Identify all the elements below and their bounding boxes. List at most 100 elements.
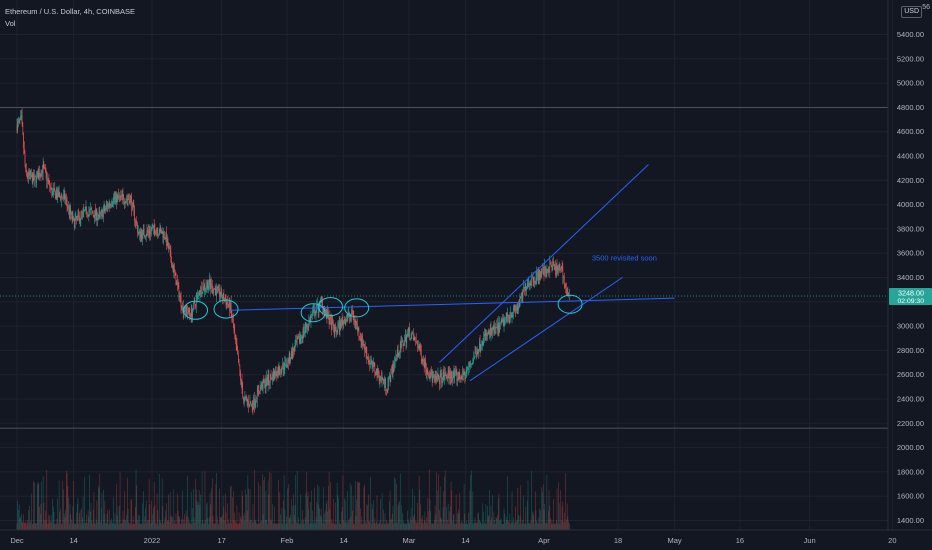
candle-body [249, 401, 251, 407]
candle-body [533, 281, 535, 284]
volume-bar [442, 507, 444, 530]
volume-bar [34, 523, 36, 530]
volume-bar [205, 519, 207, 530]
candle-body [95, 209, 97, 216]
time-axis[interactable]: Dec 14 2022 17 Feb 14 Mar 14 Apr 18 May 16 Jun 20 [0, 529, 932, 545]
candle-body [313, 309, 315, 311]
symbol-title[interactable]: Ethereum / U.S. Dollar, 4h, COINBASE [5, 7, 136, 16]
volume-bar [242, 496, 244, 530]
candle-body [196, 295, 198, 299]
candle-body [351, 309, 352, 316]
volume-bar [91, 520, 93, 530]
volume-bar [328, 485, 329, 530]
current-price-label: 3248.00 [898, 288, 924, 297]
volume-bar [508, 522, 510, 530]
price-tick-label: 5400.00 [897, 30, 924, 39]
volume-bar [391, 518, 392, 530]
volume-bar [332, 522, 334, 530]
volume-bar [518, 514, 519, 530]
volume-bar [248, 521, 250, 530]
volume-bar [449, 511, 450, 530]
candle-body [262, 379, 264, 390]
candle-body [172, 265, 174, 272]
volume-bar [167, 520, 169, 530]
volume-bar [98, 488, 100, 530]
candle-body [478, 349, 479, 354]
volume-bar [410, 507, 412, 530]
candle-body [513, 305, 515, 308]
candle-body [167, 239, 169, 248]
volume-bar [333, 523, 335, 530]
candle-body [237, 350, 238, 355]
volume-bar [379, 520, 381, 530]
candle-body [541, 269, 543, 278]
volume-bar [538, 517, 540, 530]
candle-body [400, 343, 402, 348]
volume-bar [542, 484, 544, 530]
volume-bar [390, 520, 392, 530]
candle-body [497, 324, 498, 330]
volume-bar [245, 489, 246, 530]
candle-body [290, 358, 291, 362]
candle-body [158, 234, 159, 236]
volume-bar [23, 522, 25, 530]
volume-bar [254, 470, 255, 530]
candle-body [340, 321, 342, 329]
volume-bar [465, 520, 467, 530]
candle-body [423, 359, 425, 368]
candle-body [307, 326, 308, 328]
volume-bar [472, 491, 474, 530]
candle-body [193, 302, 195, 303]
candle-body [100, 210, 102, 214]
volume-bar [556, 488, 558, 530]
candle-body [20, 115, 21, 120]
candle-body [27, 176, 29, 178]
volume-bar [547, 523, 548, 530]
volume-bar [494, 520, 495, 530]
volume-bar [21, 513, 22, 530]
volume-bar [160, 522, 162, 530]
candle-body [376, 369, 378, 377]
volume-bar [404, 523, 405, 530]
candle-body [26, 169, 27, 173]
candle-body [34, 176, 36, 177]
currency-badge[interactable]: USD [901, 6, 922, 18]
price-tick-label: 5000.00 [897, 79, 924, 88]
candle-body [487, 331, 489, 334]
candle-body [517, 306, 519, 311]
candle-body [366, 353, 368, 359]
volume-bar [407, 510, 408, 530]
candle-body [82, 211, 83, 214]
volume-indicator-label[interactable]: Vol [5, 19, 16, 28]
volume-bar [333, 498, 334, 530]
volume-bar [343, 520, 344, 530]
candle-body [393, 366, 395, 368]
candle-body [457, 378, 458, 381]
volume-bar [194, 522, 196, 530]
volume-bar [360, 508, 361, 530]
volume-bar [431, 523, 433, 530]
candle-body [148, 231, 150, 233]
candle-body [148, 231, 149, 232]
candle-body [382, 378, 384, 380]
volume-bar [373, 522, 375, 530]
candle-body [495, 327, 497, 328]
volume-bar [193, 517, 195, 530]
candle-body [444, 373, 446, 375]
candle-body [310, 316, 312, 323]
volume-bar [236, 505, 238, 530]
candle-body [21, 114, 22, 116]
candle-body [345, 319, 347, 325]
volume-bar [378, 523, 380, 530]
volume-bar [92, 509, 94, 530]
volume-bar [416, 521, 418, 530]
volume-bar [339, 523, 341, 530]
candle-body [164, 231, 165, 238]
price-axis[interactable]: 5400.005200.005000.004800.004600.004400.… [887, 0, 932, 530]
volume-bar [41, 481, 42, 530]
volume-bar [542, 492, 543, 530]
candle-body [223, 293, 225, 302]
volume-bar [365, 523, 367, 530]
candle-body [254, 402, 256, 406]
